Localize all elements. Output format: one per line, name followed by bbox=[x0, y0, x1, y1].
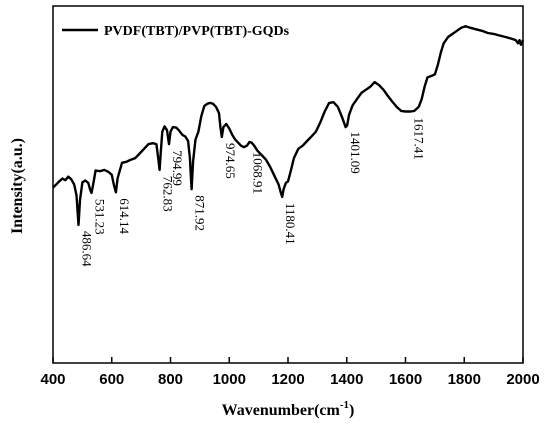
y-axis-label: Intensity(a.u.) bbox=[9, 138, 26, 234]
peak-label-871-92: 871.92 bbox=[193, 195, 208, 231]
x-tick-label-1000: 1000 bbox=[213, 371, 246, 388]
x-tick-label-1600: 1600 bbox=[389, 371, 422, 388]
x-axis-label-superscript: -1 bbox=[340, 399, 349, 411]
peak-label-614-14: 614.14 bbox=[117, 198, 132, 234]
peak-label-1401-09: 1401.09 bbox=[348, 132, 363, 174]
peak-label-1068-91: 1068.91 bbox=[251, 152, 266, 194]
legend-entry: PVDF(TBT)/PVP(TBT)-GQDs bbox=[104, 24, 290, 39]
x-axis-label: Wavenumber(cm-1) bbox=[222, 399, 355, 419]
x-tick-label-600: 600 bbox=[99, 371, 124, 388]
x-tick-label-2000: 2000 bbox=[506, 371, 539, 388]
peak-label-1617-41: 1617.41 bbox=[412, 118, 427, 160]
x-tick-label-1200: 1200 bbox=[271, 371, 304, 388]
x-axis-tick-labels: 400 600 800 1000 1200 1400 1600 1800 2000 bbox=[40, 371, 539, 388]
peak-label-486-64: 486.64 bbox=[80, 231, 95, 267]
peak-label-1180-41: 1180.41 bbox=[283, 203, 298, 245]
x-tick-label-800: 800 bbox=[158, 371, 183, 388]
x-tick-label-400: 400 bbox=[40, 371, 65, 388]
x-axis-ticks bbox=[52, 357, 524, 363]
peak-label-531-23: 531.23 bbox=[93, 199, 108, 235]
peak-label-762-83: 762.83 bbox=[161, 176, 176, 212]
x-axis-label-tail: ) bbox=[349, 402, 354, 419]
peak-label-794-99: 794.99 bbox=[170, 150, 185, 186]
plot-frame bbox=[52, 5, 524, 364]
legend: PVDF(TBT)/PVP(TBT)-GQDs bbox=[62, 24, 290, 39]
x-tick-label-1800: 1800 bbox=[448, 371, 481, 388]
x-tick-label-1400: 1400 bbox=[330, 371, 363, 388]
spectrum-line bbox=[52, 25, 525, 227]
x-axis-label-main: Wavenumber(cm bbox=[222, 402, 341, 419]
peak-label-974-65: 974.65 bbox=[223, 143, 238, 179]
